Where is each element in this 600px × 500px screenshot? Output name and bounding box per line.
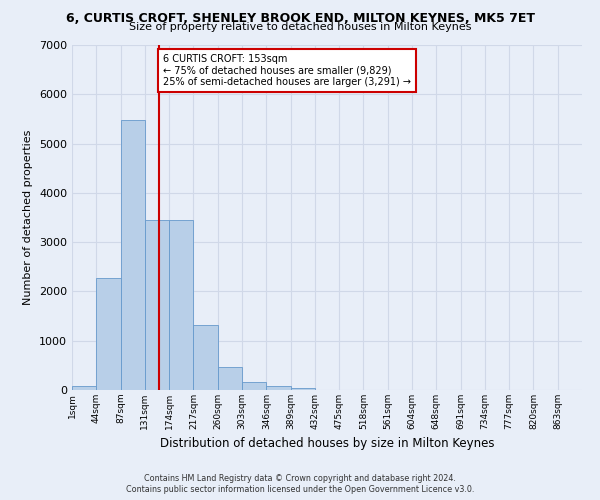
Text: Size of property relative to detached houses in Milton Keynes: Size of property relative to detached ho… [129, 22, 471, 32]
X-axis label: Distribution of detached houses by size in Milton Keynes: Distribution of detached houses by size … [160, 438, 494, 450]
Bar [242, 382, 266, 390]
Y-axis label: Number of detached properties: Number of detached properties [23, 130, 34, 305]
Bar [218, 367, 242, 390]
Bar [96, 278, 121, 390]
Text: 6, CURTIS CROFT, SHENLEY BROOK END, MILTON KEYNES, MK5 7ET: 6, CURTIS CROFT, SHENLEY BROOK END, MILT… [65, 12, 535, 26]
Bar [290, 388, 315, 390]
Bar [266, 386, 290, 390]
Text: Contains HM Land Registry data © Crown copyright and database right 2024.
Contai: Contains HM Land Registry data © Crown c… [126, 474, 474, 494]
Bar [193, 326, 218, 390]
Text: 6 CURTIS CROFT: 153sqm
← 75% of detached houses are smaller (9,829)
25% of semi-: 6 CURTIS CROFT: 153sqm ← 75% of detached… [163, 54, 411, 87]
Bar [121, 120, 145, 390]
Bar [145, 220, 169, 390]
Bar [72, 386, 96, 390]
Bar [169, 220, 193, 390]
